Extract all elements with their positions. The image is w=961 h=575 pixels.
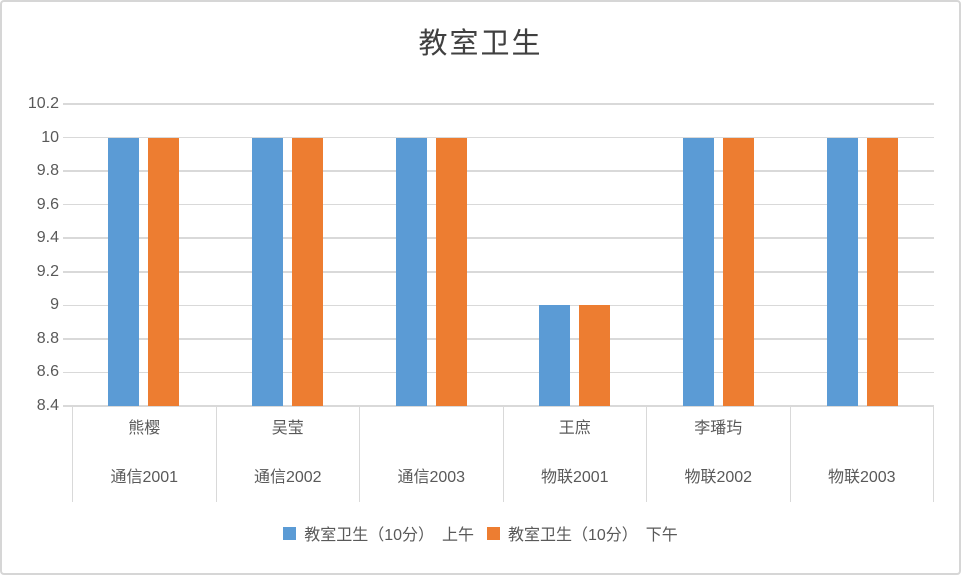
legend-swatch-icon — [283, 526, 297, 540]
category-name: 王庶 — [558, 420, 591, 437]
category-class: 物联2001 — [540, 469, 609, 486]
y-axis-tick — [63, 271, 72, 273]
y-axis-tick — [63, 338, 72, 340]
y-axis-tick — [63, 203, 72, 206]
gridline — [72, 237, 934, 239]
legend: 教室卫生（10分） 上午 教室卫生（10分） 下午 — [2, 521, 959, 545]
y-axis-label: 10 — [41, 128, 59, 146]
category-cell: 李璠玙物联2002 — [647, 407, 791, 502]
category-cell: 物联2003 — [791, 407, 934, 502]
legend-swatch-icon — [487, 526, 500, 540]
y-axis-tick — [63, 136, 72, 139]
bar-morning — [539, 305, 571, 406]
bar-afternoon — [579, 305, 611, 406]
gridline — [72, 170, 934, 172]
bar-afternoon — [866, 137, 898, 406]
plot-area — [72, 103, 934, 407]
bar-morning — [252, 137, 283, 406]
y-axis-label: 8.4 — [36, 397, 59, 414]
category-name: 李璠玙 — [694, 420, 743, 437]
category-cell: 熊樱通信2001 — [73, 407, 217, 502]
y-axis-label: 9 — [50, 296, 59, 314]
bar-morning — [108, 137, 140, 406]
category-name: 熊樱 — [128, 420, 161, 437]
y-axis-tick — [63, 405, 72, 407]
bar-afternoon — [148, 137, 180, 406]
y-axis-tick — [63, 237, 72, 239]
gridline — [72, 103, 934, 105]
legend-label: 教室卫生（10分） 上午 — [304, 527, 474, 544]
bar-afternoon — [292, 137, 323, 406]
bar-morning — [826, 137, 858, 406]
y-axis-tick — [63, 304, 72, 307]
category-cell: 通信2003 — [360, 407, 504, 502]
bar-afternoon — [435, 137, 467, 406]
y-axis-label: 9.2 — [36, 262, 59, 280]
y-axis-label: 10.2 — [27, 95, 59, 112]
gridline — [72, 405, 934, 407]
category-class: 物联2002 — [684, 469, 753, 486]
category-cell: 王庶物联2001 — [504, 407, 647, 502]
legend-item-afternoon: 教室卫生（10分） 下午 — [487, 521, 678, 545]
y-axis-label: 9.6 — [36, 195, 59, 213]
category-class: 通信2002 — [253, 469, 322, 486]
gridline — [72, 304, 934, 307]
bar-morning — [683, 137, 714, 406]
x-axis: 熊樱 通信2001 吴莹 通信2002 通信2003 王庶 物联2001 李璠玙 物联2002 物… — [72, 406, 934, 502]
y-axis-tick — [63, 170, 72, 172]
y-axis-tick — [63, 103, 72, 105]
legend-item-morning: 教室卫生（10分） 上午 — [283, 521, 474, 545]
y-axis-label: 9.4 — [36, 229, 59, 247]
chart-title: 教室卫生 — [418, 28, 543, 60]
legend-label: 教室卫生（10分） 下午 — [508, 527, 678, 544]
gridline — [72, 338, 934, 340]
bar-afternoon — [723, 137, 754, 406]
gridline — [72, 203, 934, 206]
y-axis-tick — [63, 371, 72, 374]
category-cell: 吴莹通信2002 — [217, 407, 360, 502]
category-class: 通信2003 — [397, 469, 466, 486]
bar-morning — [395, 137, 427, 406]
gridline — [72, 271, 934, 273]
y-axis-label: 8.8 — [36, 329, 59, 347]
category-name: 吴莹 — [271, 420, 304, 437]
category-class: 通信2001 — [110, 469, 179, 486]
gridline — [72, 136, 934, 139]
y-axis-label: 8.6 — [36, 363, 59, 381]
category-class: 物联2003 — [827, 469, 896, 486]
gridline — [72, 371, 934, 374]
y-axis-label: 9.8 — [36, 162, 59, 180]
